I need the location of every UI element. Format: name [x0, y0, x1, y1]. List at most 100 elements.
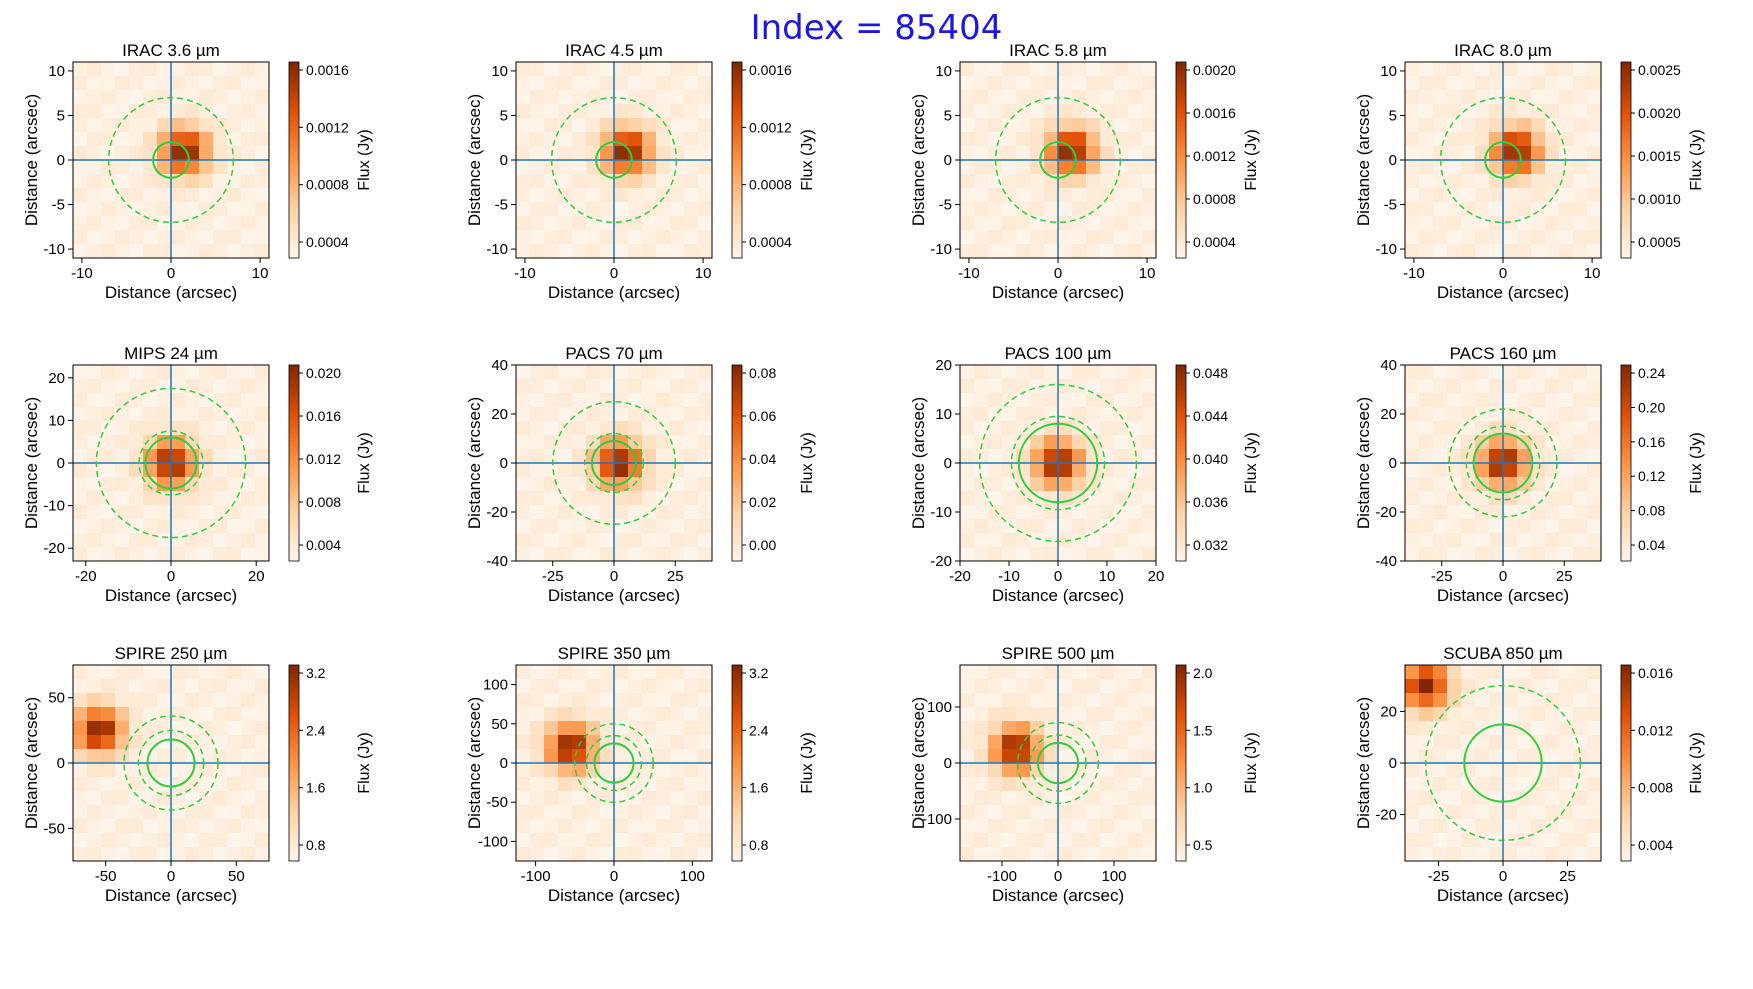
- heatmap-pixel: [586, 721, 601, 736]
- heatmap-pixel: [1030, 805, 1045, 820]
- heatmap-pixel: [544, 90, 559, 105]
- heatmap-pixel: [988, 216, 1003, 231]
- heatmap-pixel: [1100, 365, 1115, 380]
- heatmap-pixel: [614, 230, 629, 245]
- heatmap-pixel: [974, 365, 989, 380]
- heatmap-pixel: [698, 477, 713, 492]
- heatmap-pixel: [1545, 146, 1560, 161]
- heatmap-pixel: [1405, 847, 1420, 862]
- heatmap-pixel: [1058, 519, 1073, 534]
- y-axis-label: Distance (arcsec): [22, 94, 41, 226]
- heatmap-pixel: [241, 449, 256, 464]
- heatmap-pixel: [684, 679, 699, 694]
- heatmap-pixel: [1587, 505, 1602, 520]
- heatmap-pixel: [73, 379, 88, 394]
- heatmap-pixel: [1559, 407, 1574, 422]
- heatmap-pixel: [558, 693, 573, 708]
- heatmap-pixel: [988, 160, 1003, 175]
- heatmap-pixel: [1503, 749, 1518, 764]
- heatmap-pixel: [684, 202, 699, 217]
- heatmap-pixel: [1531, 791, 1546, 806]
- heatmap-pixel: [684, 791, 699, 806]
- heatmap-pixel: [988, 188, 1003, 203]
- heatmap-pixel: [516, 365, 531, 380]
- heatmap-pixel: [586, 202, 601, 217]
- heatmap-pixel: [115, 707, 130, 722]
- heatmap-pixel: [1100, 547, 1115, 562]
- heatmap-pixel: [684, 379, 699, 394]
- heatmap-pixel: [255, 435, 270, 450]
- heatmap-pixel: [1058, 365, 1073, 380]
- x-tick-label: -50: [95, 868, 117, 885]
- heatmap-pixel: [129, 104, 144, 119]
- heatmap-pixel: [1419, 547, 1434, 562]
- heatmap-pixel: [516, 533, 531, 548]
- heatmap-pixel: [656, 202, 671, 217]
- heatmap-pixel: [1419, 519, 1434, 534]
- heatmap-pixel: [1419, 449, 1434, 464]
- heatmap-pixel: [698, 519, 713, 534]
- heatmap-pixel: [1559, 202, 1574, 217]
- heatmap-pixel: [87, 90, 102, 105]
- heatmap-pixel: [1072, 132, 1087, 147]
- heatmap-pixel: [960, 379, 975, 394]
- heatmap-pixel: [73, 805, 88, 820]
- colorbar-tick-label: 0.004: [1638, 837, 1673, 853]
- heatmap-pixel: [1086, 202, 1101, 217]
- heatmap-pixel: [1503, 819, 1518, 834]
- heatmap-pixel: [1002, 244, 1017, 259]
- heatmap-pixel: [1559, 118, 1574, 133]
- heatmap-pixel: [516, 407, 531, 422]
- heatmap-pixel: [241, 379, 256, 394]
- heatmap-pixel: [1545, 393, 1560, 408]
- heatmap-pixel: [241, 665, 256, 680]
- heatmap-pixel: [544, 393, 559, 408]
- heatmap-pixel: [1475, 118, 1490, 133]
- heatmap-pixel: [1447, 146, 1462, 161]
- colorbar-tick-label: 0.06: [749, 408, 776, 424]
- heatmap-pixel: [185, 533, 200, 548]
- heatmap-pixel: [656, 763, 671, 778]
- heatmap-pixel: [1573, 421, 1588, 436]
- heatmap-pixel: [213, 421, 228, 436]
- heatmap-pixel: [129, 379, 144, 394]
- y-tick-label: -10: [43, 498, 65, 515]
- heatmap-pixel: [241, 833, 256, 848]
- heatmap-pixel: [73, 833, 88, 848]
- heatmap-pixel: [1002, 833, 1017, 848]
- heatmap-pixel: [628, 104, 643, 119]
- heatmap-pixel: [129, 533, 144, 548]
- heatmap-pixel: [544, 449, 559, 464]
- heatmap-pixel: [628, 216, 643, 231]
- heatmap-pixel: [1489, 244, 1504, 259]
- x-axis-label: Distance (arcsec): [1437, 586, 1569, 605]
- heatmap-pixel: [516, 216, 531, 231]
- heatmap-pixel: [1447, 379, 1462, 394]
- heatmap-pixel: [1072, 118, 1087, 133]
- heatmap-pixel: [143, 533, 158, 548]
- heatmap-pixel: [960, 679, 975, 694]
- heatmap-pixel: [642, 749, 657, 764]
- colorbar-tick-label: 0.0008: [1193, 191, 1236, 207]
- heatmap-pixel: [143, 202, 158, 217]
- heatmap-pixel: [698, 791, 713, 806]
- heatmap-pixel: [960, 491, 975, 506]
- heatmap-pixel: [213, 216, 228, 231]
- colorbar-tick-label: 0.0012: [749, 119, 792, 135]
- heatmap-pixel: [1559, 707, 1574, 722]
- heatmap-pixel: [642, 847, 657, 862]
- heatmap-pixel: [171, 188, 186, 203]
- heatmap-pixel: [698, 244, 713, 259]
- heatmap-pixel: [185, 202, 200, 217]
- heatmap-pixel: [642, 407, 657, 422]
- heatmap-pixel: [544, 188, 559, 203]
- heatmap-pixel: [960, 693, 975, 708]
- y-tick-label: 10: [935, 63, 952, 80]
- heatmap-pixel: [1142, 216, 1157, 231]
- heatmap-pixel: [1433, 216, 1448, 231]
- heatmap-pixel: [516, 847, 531, 862]
- heatmap-pixel: [101, 365, 116, 380]
- heatmap-pixel: [1545, 188, 1560, 203]
- heatmap-pixel: [157, 449, 172, 464]
- heatmap-pixel: [227, 791, 242, 806]
